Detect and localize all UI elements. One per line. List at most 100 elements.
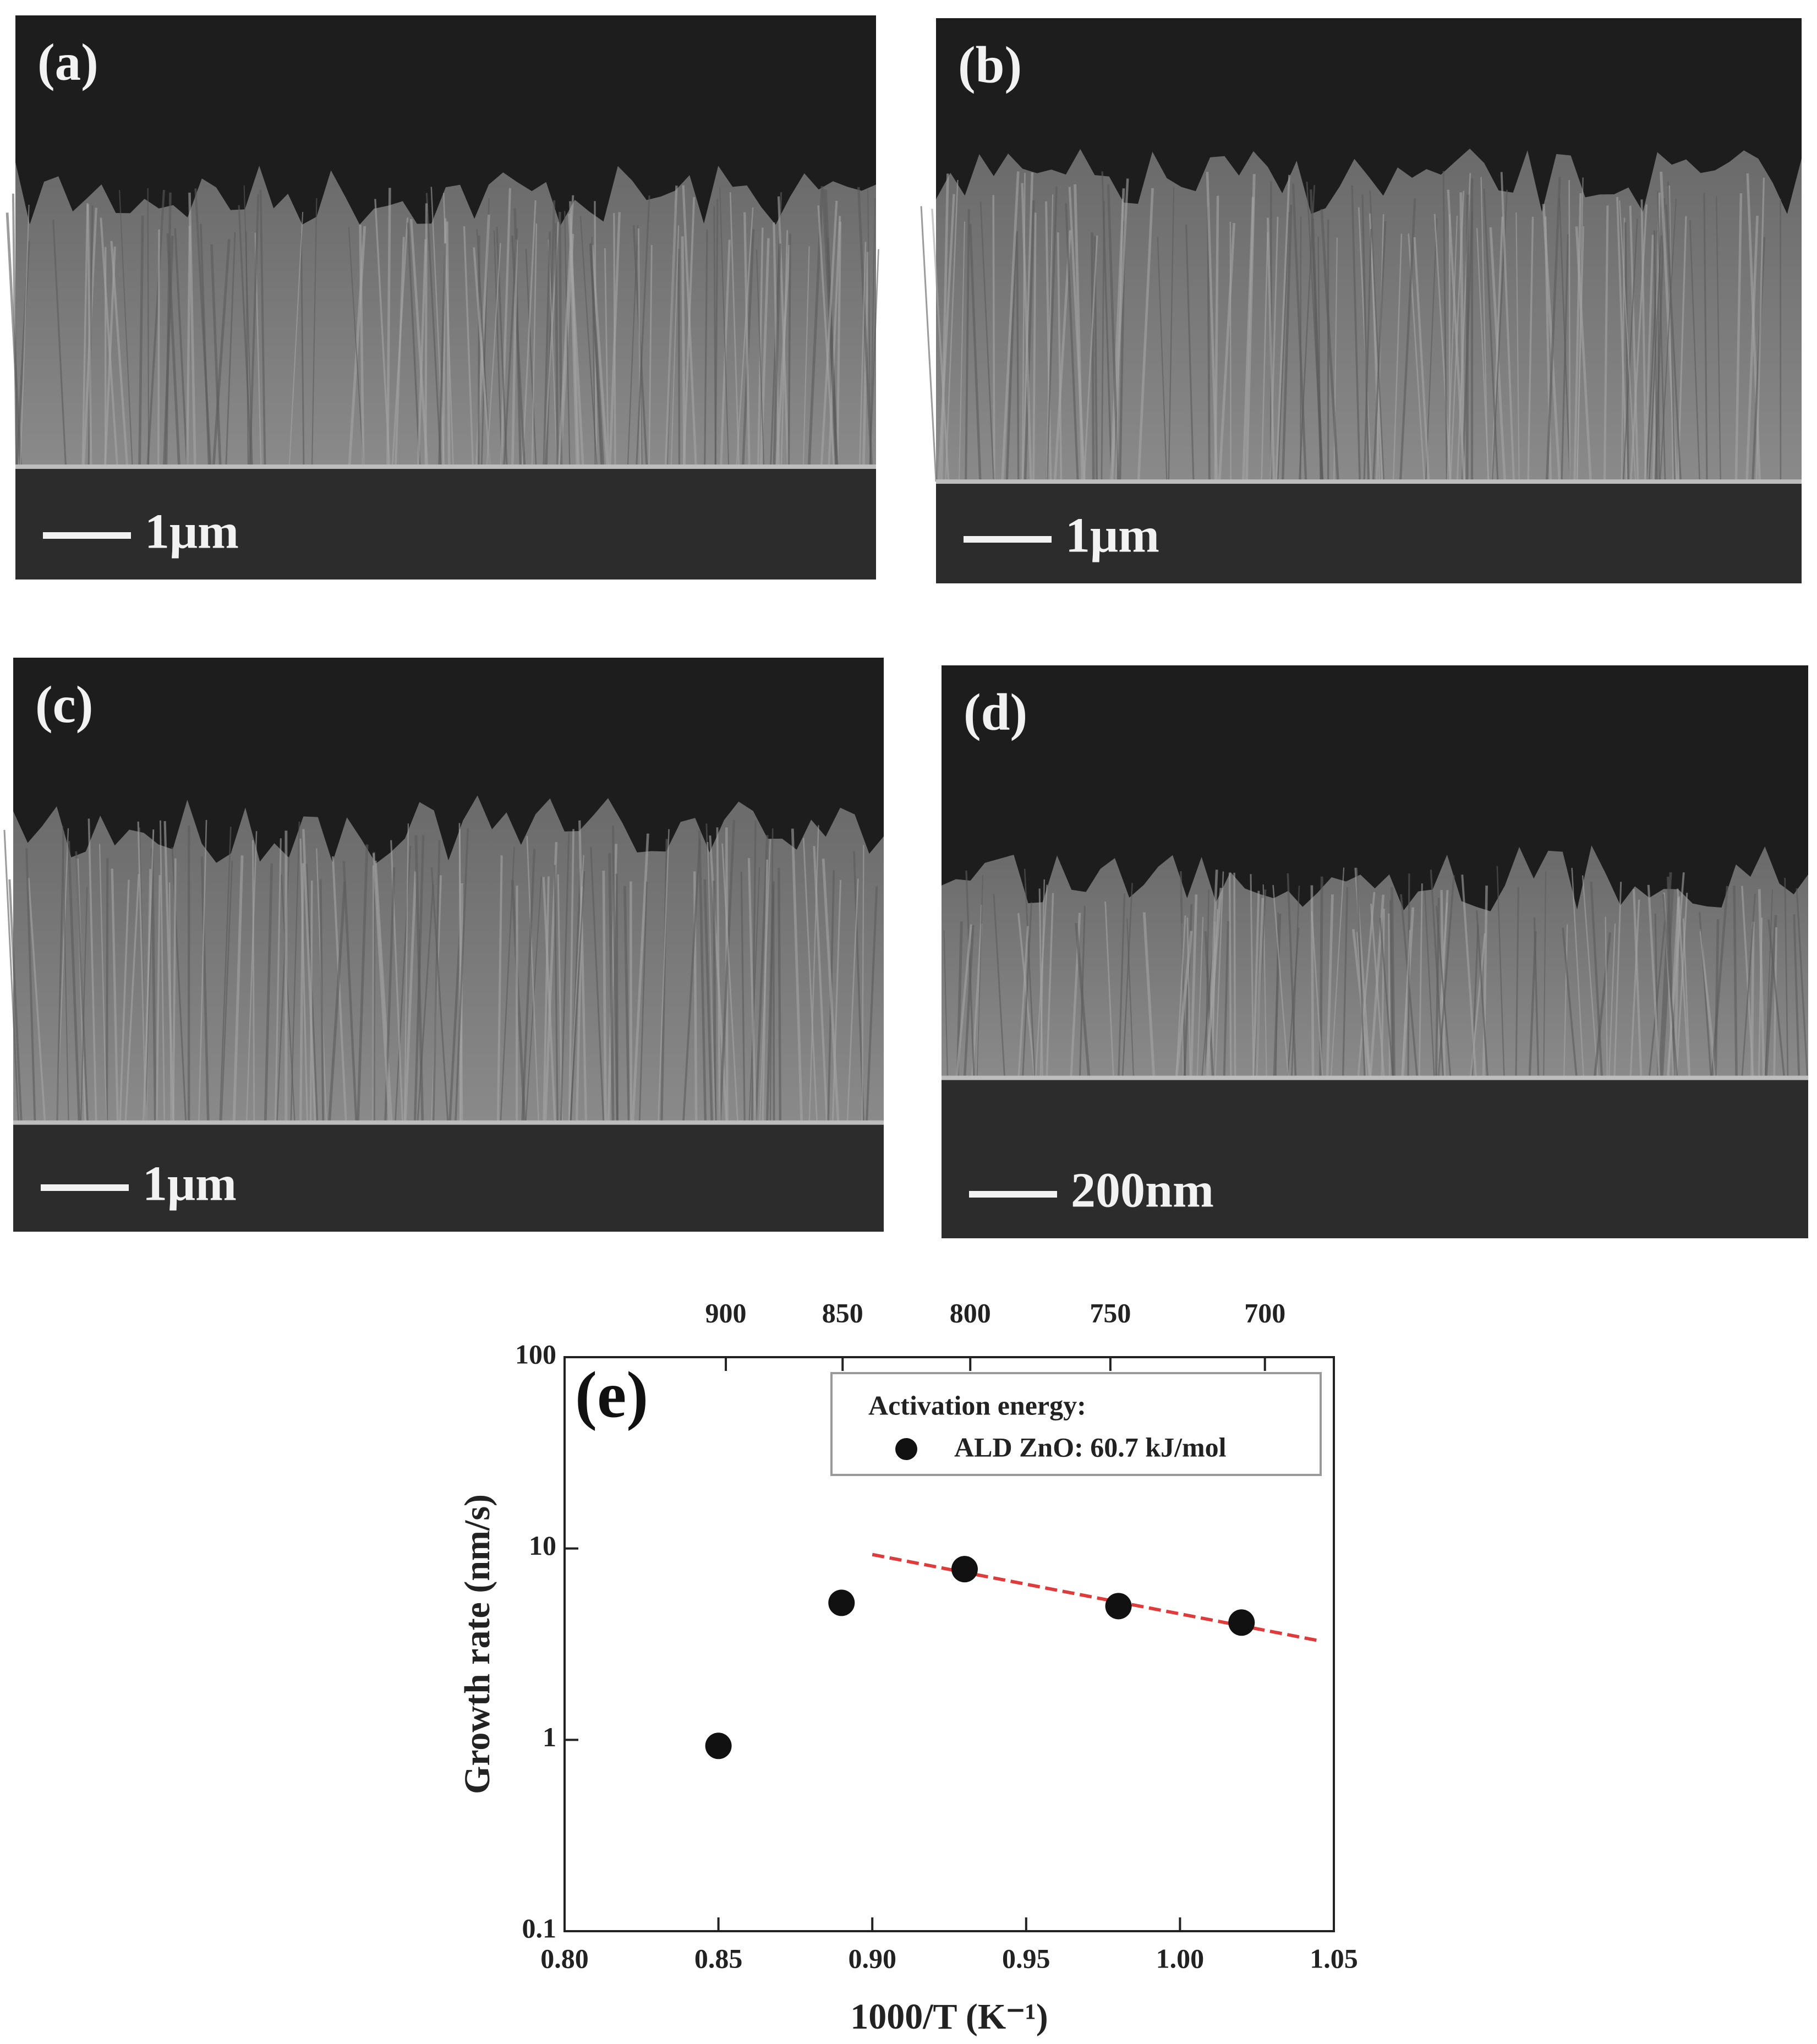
data-point	[1105, 1593, 1132, 1620]
nanowire	[1370, 904, 1385, 1078]
nanowire	[1223, 921, 1229, 1078]
nanowire	[931, 209, 950, 482]
nanowire	[526, 835, 540, 1123]
nanowire	[1699, 931, 1716, 1078]
x2-tick-label: 800	[950, 1297, 991, 1328]
nanowire	[831, 879, 842, 1123]
nanowire	[719, 187, 730, 467]
nanowire	[979, 201, 995, 482]
sem-image: (a) 1μm	[6, 15, 879, 580]
nanowire	[636, 195, 650, 467]
data-point	[951, 1556, 978, 1583]
nanowire	[1021, 183, 1032, 482]
nanowire	[1764, 915, 1777, 1078]
nanowire	[1433, 214, 1452, 482]
nanowire	[1137, 188, 1154, 482]
nanowire	[1447, 189, 1466, 482]
nanowire	[958, 221, 965, 482]
nanowire	[1619, 200, 1637, 482]
nanowire	[569, 201, 580, 467]
nanowire	[756, 249, 765, 467]
nanowire	[1447, 215, 1458, 482]
nanowire	[409, 218, 429, 467]
nanowire	[765, 881, 775, 1123]
nanowire	[1710, 886, 1729, 1078]
nanowire	[194, 188, 212, 467]
nanowire	[531, 223, 538, 467]
nanowire	[1734, 193, 1743, 482]
substrate	[942, 1080, 1808, 1238]
nanowire	[1306, 181, 1323, 482]
nanowire	[743, 212, 751, 467]
scale-label: 1μm	[145, 505, 239, 559]
sem-image: (b) 1μm	[920, 18, 1802, 583]
nanowire	[940, 173, 949, 482]
nanowire	[1277, 212, 1290, 482]
nanowire	[627, 225, 639, 467]
nanowire	[1755, 177, 1765, 482]
nanowire	[1489, 227, 1507, 482]
nanowire	[248, 194, 260, 467]
nanowire	[1605, 916, 1608, 1078]
nanowire	[172, 858, 177, 1123]
nanowire	[311, 198, 318, 467]
nanowire	[147, 188, 150, 467]
nanowire	[198, 819, 207, 1123]
nanowire	[1613, 882, 1622, 1078]
nanowire	[219, 827, 232, 1123]
nanowire	[1005, 233, 1017, 482]
nanowire	[822, 859, 840, 1123]
nanowire	[969, 223, 982, 482]
nanowire	[1590, 881, 1603, 1078]
nanowire	[1370, 238, 1381, 482]
nanowire	[1621, 217, 1626, 482]
nanowire	[98, 844, 107, 1123]
nanowire	[993, 894, 1006, 1078]
nanowire	[1418, 883, 1423, 1078]
nanowire	[151, 848, 157, 1123]
nanowire	[719, 819, 736, 1123]
nanowire	[386, 188, 391, 467]
nanowire	[1045, 201, 1052, 482]
nanowire	[560, 832, 570, 1123]
substrate	[13, 1124, 884, 1232]
nanowire	[828, 216, 841, 467]
nanowire	[1391, 887, 1395, 1078]
nanowire	[455, 828, 469, 1123]
nanowire	[777, 196, 790, 467]
nanowire	[1272, 885, 1289, 1078]
nanowire	[564, 211, 571, 467]
nanowire	[319, 879, 325, 1123]
nanowire	[521, 200, 537, 467]
nanowire	[1424, 890, 1435, 1078]
nanowire	[704, 229, 708, 467]
nanowire	[1233, 872, 1236, 1078]
nanowire	[28, 877, 46, 1123]
nanowire	[638, 881, 648, 1123]
nanowire	[1363, 228, 1372, 482]
nanowire	[80, 887, 88, 1123]
nanowire	[1745, 215, 1759, 482]
nanowire	[210, 244, 222, 467]
nanowire	[1665, 204, 1682, 482]
nanowire	[1667, 181, 1676, 482]
legend-label: ALD ZnO: 60.7 kJ/mol	[954, 1431, 1227, 1462]
nanowire	[1515, 212, 1520, 482]
scale-label: 1μm	[143, 1157, 237, 1211]
nanowire	[754, 835, 769, 1123]
nanowire	[162, 236, 174, 467]
nanowire	[648, 245, 653, 467]
nanowire	[554, 865, 559, 1123]
nanowire	[1677, 216, 1687, 482]
nanowire	[1496, 866, 1505, 1078]
nanowire	[682, 185, 697, 467]
nanowire	[602, 871, 607, 1123]
x2-tick-label: 750	[1090, 1297, 1131, 1328]
nanowire	[1392, 233, 1403, 482]
nanowire	[660, 839, 668, 1123]
nanowire	[404, 823, 409, 1123]
nanowire	[1622, 218, 1638, 482]
nanowire	[486, 243, 501, 467]
nanowire	[1142, 912, 1156, 1078]
nanowire	[1104, 901, 1114, 1078]
